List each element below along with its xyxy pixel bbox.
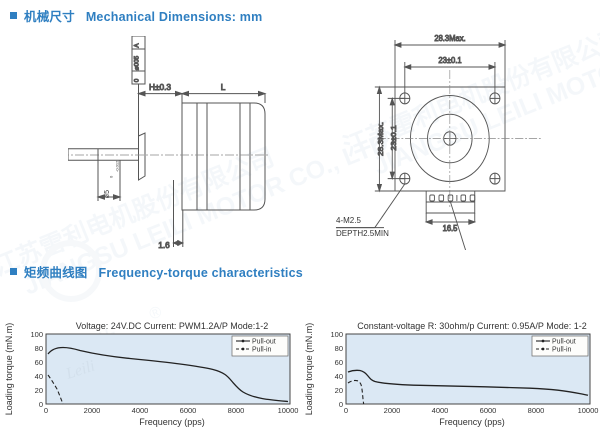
svg-text:60: 60 [335,358,343,367]
svg-text:0: 0 [39,400,43,409]
svg-text:2000: 2000 [384,406,401,415]
svg-text:2000: 2000 [84,406,101,415]
svg-text:28.3Max.: 28.3Max. [376,122,385,156]
svg-text:23±0.1: 23±0.1 [389,125,398,151]
svg-text:8000: 8000 [228,406,245,415]
svg-text:4-M2.5: 4-M2.5 [336,216,361,225]
svg-text:0: 0 [44,406,48,415]
svg-text:8000: 8000 [528,406,545,415]
svg-text:⌀005: ⌀005 [134,55,141,70]
svg-text:Frequency (pps): Frequency (pps) [439,417,505,427]
svg-text:0: 0 [109,175,114,178]
svg-text:80: 80 [335,344,343,353]
svg-text:23±0.1: 23±0.1 [438,56,462,65]
svg-text:Voltage: 24V.DC Current: PWM1.: Voltage: 24V.DC Current: PWM1.2A/P Mode:… [76,321,269,331]
svg-text:0: 0 [134,78,141,82]
svg-text:16.5: 16.5 [443,224,458,233]
svg-text:Pull-out: Pull-out [552,339,576,346]
svg-text:100: 100 [330,330,343,339]
svg-text:Pull-in: Pull-in [552,347,572,354]
svg-text:-0.012: -0.012 [115,160,120,172]
svg-text:L: L [221,82,226,92]
svg-text:Pull-out: Pull-out [252,339,276,346]
svg-text:6000: 6000 [480,406,497,415]
svg-text:0: 0 [339,400,343,409]
svg-text:28.3Max.: 28.3Max. [434,34,465,43]
svg-text:Pull-in: Pull-in [252,347,272,354]
svg-text:1.6: 1.6 [158,240,170,250]
svg-text:Loading torque (mN.m): Loading torque (mN.m) [4,323,14,416]
svg-text:Constant-voltage R: 30ohm/p Cu: Constant-voltage R: 30ohm/p Current: 0.9… [357,321,586,331]
svg-text:40: 40 [35,372,43,381]
svg-text:10000: 10000 [578,406,599,415]
svg-text:100: 100 [30,330,43,339]
svg-text:20: 20 [335,386,343,395]
svg-text:40: 40 [335,372,343,381]
svg-text:4000: 4000 [432,406,449,415]
svg-text:4000: 4000 [132,406,149,415]
svg-text:Loading torque (mN.m): Loading torque (mN.m) [304,323,314,416]
svg-text:10000: 10000 [278,406,299,415]
svg-text:DEPTH2.5MIN: DEPTH2.5MIN [336,229,389,238]
svg-text:⌀5: ⌀5 [104,190,111,198]
svg-text:0: 0 [344,406,348,415]
svg-text:Frequency (pps): Frequency (pps) [139,417,205,427]
svg-text:60: 60 [35,358,43,367]
svg-text:20: 20 [35,386,43,395]
svg-text:A: A [134,43,141,48]
svg-text:6000: 6000 [180,406,197,415]
svg-text:80: 80 [35,344,43,353]
svg-text:H±0.3: H±0.3 [149,82,171,92]
